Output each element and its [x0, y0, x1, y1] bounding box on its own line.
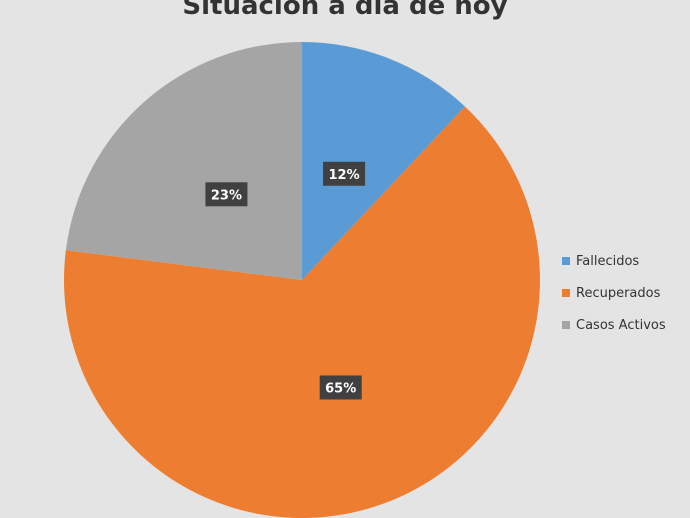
data-label-text-fallecidos: 12% [328, 168, 359, 183]
pie-slice-recuperados [64, 106, 540, 518]
pie-slice-casos-activos [65, 42, 302, 280]
data-label-casos-activos: 23% [205, 182, 248, 207]
chart-title: Situación a día de hoy [182, 0, 508, 21]
data-label-text-casos-activos: 23% [211, 188, 242, 203]
legend-label-casos-activos: Casos Activos [576, 317, 666, 333]
legend-swatch-recuperados [562, 289, 570, 297]
legend: Fallecidos Recuperados Casos Activos [562, 245, 666, 341]
legend-item-recuperados: Recuperados [562, 277, 666, 309]
data-label-text-recuperados: 65% [325, 381, 356, 396]
data-label-bg-fallecidos [323, 161, 366, 186]
legend-label-fallecidos: Fallecidos [576, 253, 640, 269]
data-label-fallecidos: 12% [323, 161, 366, 186]
pie-slice-fallecidos [302, 42, 465, 280]
legend-label-recuperados: Recuperados [576, 285, 661, 301]
data-label-bg-recuperados [319, 375, 362, 400]
legend-item-fallecidos: Fallecidos [562, 245, 666, 277]
legend-swatch-casos-activos [562, 321, 570, 329]
data-label-bg-casos-activos [205, 182, 248, 207]
legend-swatch-fallecidos [562, 257, 570, 265]
data-label-recuperados: 65% [319, 375, 362, 400]
legend-item-casos-activos: Casos Activos [562, 309, 666, 341]
